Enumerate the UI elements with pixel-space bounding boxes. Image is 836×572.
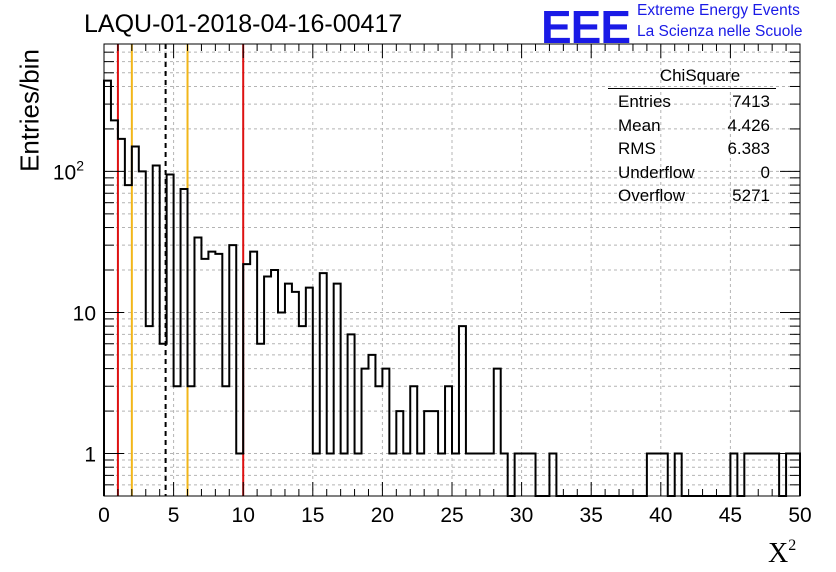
- stats-row: Overflow 5271: [618, 186, 770, 205]
- x-tick-label: 35: [580, 504, 603, 527]
- y-tick-label: 10: [73, 302, 96, 325]
- stats-box: ChiSquare Entries 7413 Mean 4.426 RMS 6.383…: [608, 66, 776, 208]
- x-tick-label: 10: [232, 504, 255, 527]
- x-axis-label: X2: [768, 537, 797, 569]
- x-tick-label: 25: [440, 504, 463, 527]
- x-tick-label: 45: [719, 504, 742, 527]
- chart-title: LAQU-01-2018-04-16-00417: [84, 10, 403, 38]
- logo-line-1: Extreme Energy Events: [637, 2, 800, 19]
- stats-row: Underflow 0: [618, 162, 770, 182]
- x-tick-label: 0: [98, 504, 110, 527]
- x-tick-label: 5: [168, 504, 180, 527]
- x-tick-label: 15: [301, 504, 324, 527]
- histogram-series: [103, 79, 801, 497]
- stats-row: RMS 6.383: [618, 139, 770, 158]
- stats-title: ChiSquare: [659, 66, 741, 85]
- x-tick-label: 20: [371, 504, 394, 527]
- stats-divider: [608, 88, 776, 89]
- x-tick-label: 50: [788, 504, 811, 527]
- tick-labels: 0 5 10 15 20 25 30 35 40 45 50 1 10 102: [53, 157, 812, 527]
- stats-row: Mean 4.426: [618, 115, 770, 135]
- y-tick-exponent: 2: [76, 157, 84, 173]
- x-tick-label: 30: [510, 504, 533, 527]
- y-axis-label: Entries/bin: [14, 49, 45, 172]
- logo-line-2: La Scienza nelle Scuole: [637, 23, 803, 40]
- stats-row: Entries 7413: [618, 92, 770, 111]
- axis-ticks: [103, 43, 801, 497]
- eee-logo: EEE: [541, 1, 631, 53]
- y-tick-label: 1: [84, 444, 96, 467]
- x-tick-label: 40: [649, 504, 672, 527]
- y-tick-label: 102: [53, 157, 84, 184]
